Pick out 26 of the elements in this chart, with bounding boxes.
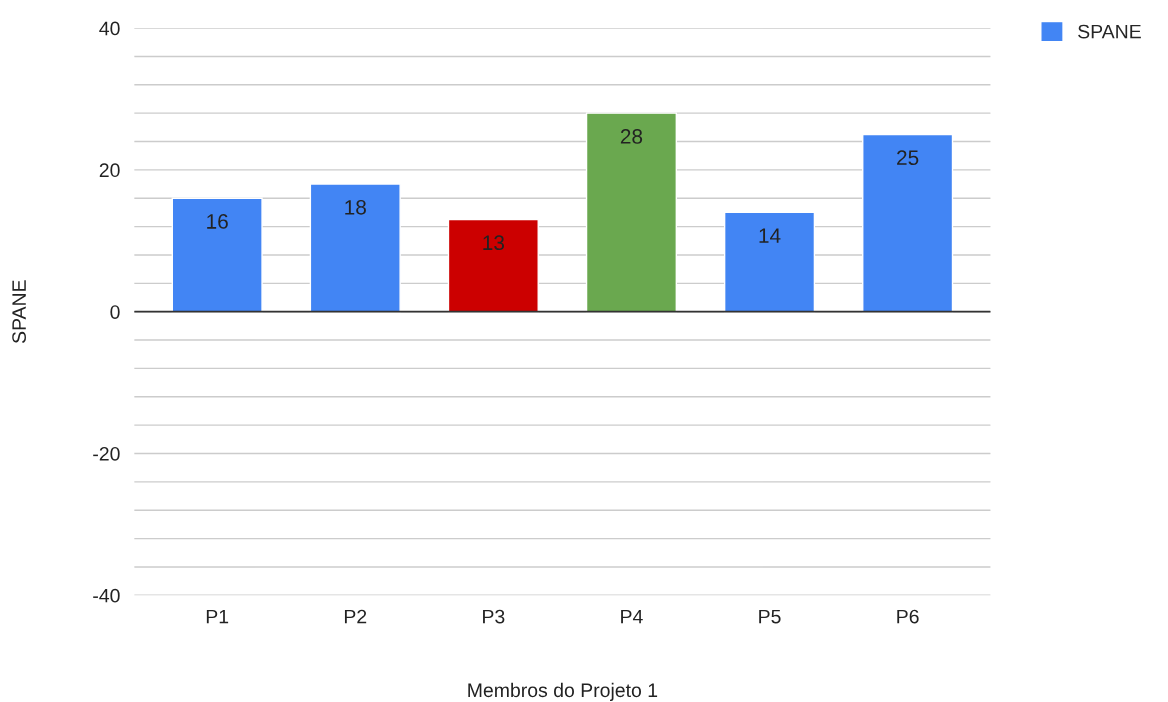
data-label: 28	[620, 129, 643, 144]
bar	[309, 183, 401, 313]
y-axis-title: SPANE	[12, 280, 26, 344]
x-tick-label: P4	[621, 609, 643, 624]
data-label: 14	[759, 228, 781, 243]
bar	[585, 112, 678, 313]
y-tick-label: 40	[99, 21, 120, 36]
y-tick-label: 20	[99, 163, 120, 178]
data-label: 13	[483, 235, 505, 251]
x-tick-label: P1	[206, 609, 229, 624]
y-tick-label: 0	[110, 305, 120, 319]
x-tick-label: P2	[344, 609, 367, 624]
x-tick-label: P6	[897, 609, 919, 624]
x-axis-title: Membros do Projeto 1	[468, 682, 658, 701]
data-label: 25	[897, 150, 919, 166]
bar	[447, 218, 539, 313]
x-tick-label: P3	[483, 609, 505, 624]
legend-label: SPANE	[1078, 24, 1141, 39]
y-tick-label: -20	[93, 446, 120, 461]
data-label: 16	[207, 214, 228, 229]
bar	[723, 211, 816, 313]
data-label: 18	[345, 199, 366, 215]
x-tick-label: P5	[759, 609, 781, 624]
y-tick-label: -40	[93, 588, 120, 603]
bar	[171, 197, 263, 313]
bar	[862, 133, 954, 313]
